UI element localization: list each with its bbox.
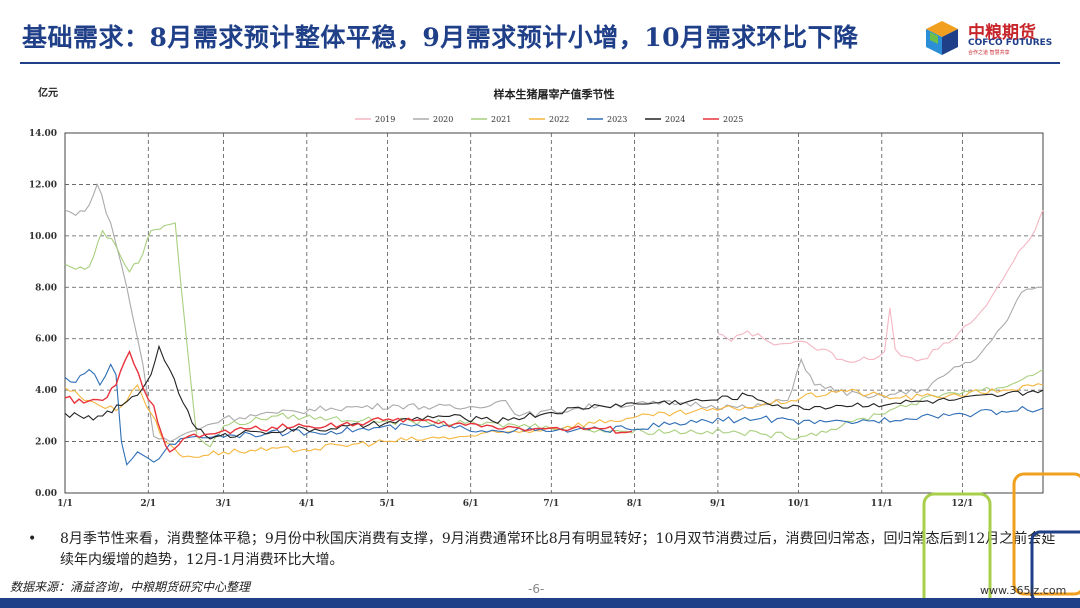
bottom-bar [0,598,1080,608]
x-tick-label: 8/1 [627,499,643,509]
logo-name-cn: 中粮期货 [968,23,1036,43]
y-tick-label: 2.00 [35,438,57,448]
x-tick-label: 1/1 [57,499,73,509]
x-tick-label: 2/1 [140,499,156,509]
data-source-note: 数据来源：涌益咨询，中粮期货研究中心整理 [10,580,251,594]
x-tick-label: 3/1 [216,499,232,509]
legend-label: 2022 [549,115,569,124]
watermark: www.365jz.com [980,584,1067,597]
legend-label: 2024 [665,115,685,124]
x-tick-label: 4/1 [299,499,315,509]
seasonal-line-chart: 0.00 2.00 4.00 6.00 8.00 10.00 12.00 14.00 1/1 2/… [29,86,1044,509]
y-tick-label: 14.00 [29,129,57,139]
chart-title: 样本生猪屠宰产值季节性 [494,87,615,101]
legend-label: 2020 [433,115,453,124]
logo-slogan: 合作之道 智慧共享 [968,50,1010,56]
x-tick-label: 10/1 [787,499,809,509]
y-tick-label: 6.00 [35,335,57,345]
y-tick-label: 4.00 [35,386,57,396]
legend-label: 2021 [491,115,511,124]
page-title: 基础需求：8月需求预计整体平稳，9月需求预计小增，10月需求环比下降 [22,23,859,52]
x-tick-label: 11/1 [871,499,893,509]
title-divider [20,62,1060,64]
x-tick-label: 12/1 [951,499,973,509]
series-line-2019 [717,209,1044,363]
legend-label: 2025 [723,115,743,124]
legend-label: 2023 [607,115,627,124]
corner-decoration [922,472,1080,598]
x-tick-label: 7/1 [543,499,559,509]
summary-text: 8月季节性来看，消费整体平稳；9月份中秋国庆消费有支撑，9月消费通常环比8月有明… [60,531,1056,568]
y-tick-label: 0.00 [35,489,57,499]
cofco-logo: 中粮期货 COFCO FUTURES 合作之道 智慧共享 [922,18,1062,58]
x-tick-label: 6/1 [463,499,479,509]
y-tick-label: 12.00 [29,180,57,190]
bullet-marker: • [28,531,37,547]
x-tick-label: 9/1 [710,499,726,509]
plot-frame [64,132,1044,494]
y-axis-label: 亿元 [38,86,58,99]
logo-name-en: COFCO FUTURES [968,38,1053,48]
series-line-2024 [64,344,1044,440]
y-tick-label: 8.00 [35,283,57,293]
legend-label: 2019 [375,115,395,124]
series-line-2025 [64,349,633,453]
series-line-2021 [64,222,1044,448]
y-tick-label: 10.00 [29,232,57,242]
series-line-2023 [64,363,1044,466]
page-number: -6- [528,582,545,596]
x-tick-label: 5/1 [380,499,396,509]
cofco-cube-icon [926,21,958,55]
